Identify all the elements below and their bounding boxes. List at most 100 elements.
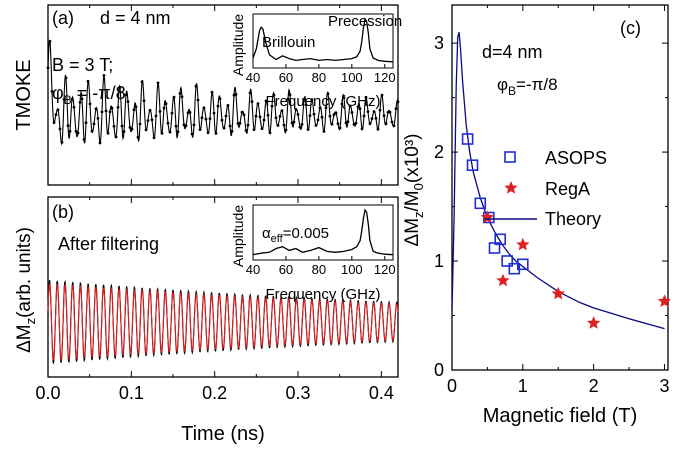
panel-c-asops-points [461, 133, 529, 275]
data-point [372, 110, 376, 113]
data-point [172, 95, 176, 99]
data-point [56, 108, 60, 112]
panel-b-inset: 40 60 80 100 120 αeff=0.005 Frequency (GHz) … [230, 204, 396, 303]
x-tick-label: 3 [659, 376, 669, 396]
y-tick-label: 3 [434, 33, 444, 53]
data-point [136, 135, 140, 139]
panel-a-inset-xlabel: Frequency (GHz) [265, 93, 380, 110]
legend-rega-marker [504, 181, 518, 194]
data-point [334, 111, 338, 115]
x-tick-label: 0.2 [202, 383, 227, 403]
data-point [118, 86, 122, 89]
data-point [194, 84, 198, 88]
data-point [122, 130, 126, 134]
data-point [210, 90, 214, 94]
data-point [254, 114, 258, 118]
panel-a-field: B = 3 T; [52, 55, 113, 75]
panel-a-data-points [46, 40, 400, 145]
data-point [200, 116, 204, 120]
data-point [336, 122, 340, 126]
data-point [396, 100, 400, 104]
y-tick-label: 2 [434, 142, 444, 162]
data-point [252, 128, 256, 132]
data-point [148, 108, 152, 112]
data-point [358, 107, 362, 111]
data-point [392, 124, 396, 128]
data-point [292, 120, 296, 124]
data-point [360, 127, 364, 131]
asops-point [516, 258, 529, 271]
data-point [134, 105, 138, 109]
data-point [316, 118, 320, 122]
data-point [52, 121, 56, 124]
data-point [72, 105, 76, 109]
inset-x-tick-label: 100 [341, 262, 363, 277]
x-tick-label: 0.3 [285, 383, 310, 403]
data-point [192, 123, 196, 127]
data-point [146, 119, 150, 122]
data-point [240, 110, 244, 114]
data-point [80, 97, 84, 101]
data-point [76, 131, 80, 135]
data-point [190, 132, 194, 136]
data-point [326, 92, 330, 95]
data-point [162, 106, 166, 110]
panel-b-label: (b) [52, 202, 74, 222]
data-point [348, 104, 352, 108]
data-point [94, 107, 98, 111]
data-point [226, 104, 230, 107]
x-tick-label: 0 [447, 376, 457, 396]
legend-rega-label: RegA [545, 179, 590, 199]
data-point [132, 108, 136, 112]
data-point [102, 74, 106, 77]
data-point [116, 106, 120, 109]
data-point [248, 91, 252, 95]
data-point [394, 107, 398, 111]
data-point [166, 121, 170, 125]
panel-b-fit-line [47, 283, 399, 362]
data-point [68, 130, 72, 133]
data-point [282, 123, 286, 127]
inset-x-tick-label: 60 [279, 70, 293, 85]
data-point [60, 141, 64, 144]
panel-a-inset-peak-brillouin: Brillouin [262, 34, 315, 51]
inset-x-tick-label: 120 [374, 70, 396, 85]
data-point [156, 81, 160, 85]
data-point [54, 113, 58, 116]
asops-point [501, 255, 514, 267]
panel-a-thickness: d = 4 nm [100, 8, 171, 28]
rega-point [657, 294, 672, 307]
data-point [386, 110, 390, 114]
data-point [362, 114, 366, 118]
data-point [202, 106, 206, 110]
data-point [112, 124, 116, 128]
data-point [262, 118, 266, 122]
data-point [246, 123, 250, 127]
panel-a-inset-spectrum [252, 17, 394, 63]
data-point [256, 102, 260, 105]
data-point [276, 124, 280, 127]
data-point [340, 102, 344, 106]
data-point [150, 118, 154, 122]
data-point [154, 114, 158, 118]
data-point [184, 124, 188, 128]
data-point [270, 104, 274, 108]
data-point [46, 66, 50, 70]
data-point [332, 113, 336, 117]
rega-point [480, 210, 495, 224]
inset-x-tick-label: 80 [312, 70, 326, 85]
data-point [218, 97, 222, 100]
data-point [140, 80, 144, 84]
panel-b-x-ticks: 0.0 0.1 0.2 0.3 0.4 [35, 197, 394, 403]
data-point [312, 112, 316, 116]
data-point [308, 114, 312, 117]
data-point [188, 111, 192, 114]
panel-b-xlabel: Time (ns) [181, 423, 265, 445]
rega-point [551, 286, 565, 300]
panel-b-inset-ylabel: Amplitude [230, 205, 246, 267]
legend-theory-label: Theory [545, 209, 601, 229]
data-point [302, 99, 306, 102]
data-point [298, 125, 302, 129]
data-point [364, 95, 368, 99]
legend-asops-marker [504, 151, 516, 163]
